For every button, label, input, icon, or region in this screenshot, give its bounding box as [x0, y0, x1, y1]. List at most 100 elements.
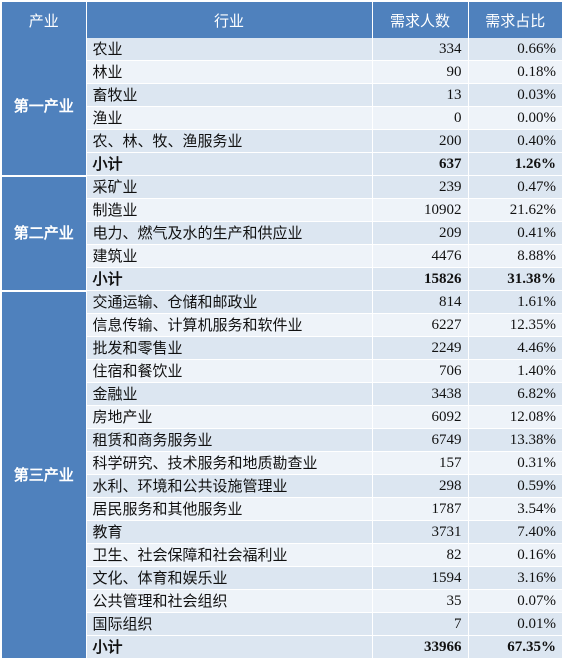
demand-cell: 4476 — [372, 244, 469, 268]
share-cell: 0.31% — [468, 451, 562, 475]
table-row: 住宿和餐饮业 706 1.40% — [2, 359, 562, 383]
subtotal-row: 小计 33966 67.35% — [2, 635, 562, 659]
share-cell: 0.47% — [468, 175, 562, 199]
industry-cell: 农、林、牧、渔服务业 — [86, 129, 373, 153]
industry-cell: 水利、环境和公共设施管理业 — [86, 474, 373, 498]
header-sector: 产业 — [2, 2, 87, 38]
table-body: 第一产业 农业 334 0.66% 林业 90 0.18% 畜牧业 13 0.03% 渔业 0 0.00… — [2, 38, 562, 660]
industry-cell: 农业 — [86, 38, 373, 61]
industry-cell: 科学研究、技术服务和地质勘查业 — [86, 451, 373, 475]
subtotal-share: 31.38% — [468, 267, 562, 291]
share-cell: 0.40% — [468, 129, 562, 153]
share-cell: 21.62% — [468, 198, 562, 222]
demand-cell: 3731 — [372, 520, 469, 544]
industry-cell: 制造业 — [86, 198, 373, 222]
industry-cell: 畜牧业 — [86, 83, 373, 107]
header-demand: 需求人数 — [372, 2, 469, 38]
table-row: 金融业 3438 6.82% — [2, 382, 562, 406]
share-cell: 12.08% — [468, 405, 562, 429]
table-row: 农、林、牧、渔服务业 200 0.40% — [2, 129, 562, 153]
sector-label-secondary: 第二产业 — [2, 175, 87, 292]
subtotal-label: 小计 — [86, 635, 373, 659]
share-cell: 0.59% — [468, 474, 562, 498]
table-row: 公共管理和社会组织 35 0.07% — [2, 589, 562, 613]
industry-cell: 交通运输、仓储和邮政业 — [86, 290, 373, 314]
demand-cell: 1787 — [372, 497, 469, 521]
industry-cell: 渔业 — [86, 106, 373, 130]
share-cell: 0.01% — [468, 612, 562, 636]
demand-cell: 0 — [372, 106, 469, 130]
demand-cell: 90 — [372, 60, 469, 84]
sector-label-tertiary: 第三产业 — [2, 290, 87, 660]
table-row: 电力、燃气及水的生产和供应业 209 0.41% — [2, 221, 562, 245]
table-row: 第一产业 农业 334 0.66% — [2, 38, 562, 177]
table-row: 水利、环境和公共设施管理业 298 0.59% — [2, 474, 562, 498]
demand-cell: 7 — [372, 612, 469, 636]
table-row: 林业 90 0.18% — [2, 60, 562, 84]
industry-cell: 居民服务和其他服务业 — [86, 497, 373, 521]
subtotal-demand: 33966 — [372, 635, 469, 659]
subtotal-row: 小计 15826 31.38% — [2, 267, 562, 291]
table-row: 第二产业 采矿业 239 0.47% — [2, 175, 562, 292]
table-row: 制造业 10902 21.62% — [2, 198, 562, 222]
table-row: 居民服务和其他服务业 1787 3.54% — [2, 497, 562, 521]
demand-cell: 10902 — [372, 198, 469, 222]
table-row: 渔业 0 0.00% — [2, 106, 562, 130]
share-cell: 3.54% — [468, 497, 562, 521]
demand-cell: 209 — [372, 221, 469, 245]
demand-cell: 3438 — [372, 382, 469, 406]
table-header-row: 产业 行业 需求人数 需求占比 — [2, 2, 562, 38]
subtotal-share: 67.35% — [468, 635, 562, 659]
industry-cell: 信息传输、计算机服务和软件业 — [86, 313, 373, 337]
share-cell: 13.38% — [468, 428, 562, 452]
demand-cell: 200 — [372, 129, 469, 153]
share-cell: 0.16% — [468, 543, 562, 567]
demand-cell: 157 — [372, 451, 469, 475]
table-row: 建筑业 4476 8.88% — [2, 244, 562, 268]
table-row: 信息传输、计算机服务和软件业 6227 12.35% — [2, 313, 562, 337]
industry-cell: 租赁和商务服务业 — [86, 428, 373, 452]
table-row: 畜牧业 13 0.03% — [2, 83, 562, 107]
demand-cell: 814 — [372, 290, 469, 314]
subtotal-row: 小计 637 1.26% — [2, 152, 562, 176]
demand-cell: 6227 — [372, 313, 469, 337]
demand-cell: 82 — [372, 543, 469, 567]
subtotal-share: 1.26% — [468, 152, 562, 176]
industry-cell: 国际组织 — [86, 612, 373, 636]
demand-cell: 334 — [372, 38, 469, 61]
share-cell: 3.16% — [468, 566, 562, 590]
industry-cell: 房地产业 — [86, 405, 373, 429]
share-cell: 1.40% — [468, 359, 562, 383]
table-row: 文化、体育和娱乐业 1594 3.16% — [2, 566, 562, 590]
industry-cell: 公共管理和社会组织 — [86, 589, 373, 613]
share-cell: 0.00% — [468, 106, 562, 130]
table-row: 第三产业 交通运输、仓储和邮政业 814 1.61% — [2, 290, 562, 660]
table-row: 租赁和商务服务业 6749 13.38% — [2, 428, 562, 452]
share-cell: 6.82% — [468, 382, 562, 406]
share-cell: 12.35% — [468, 313, 562, 337]
share-cell: 0.07% — [468, 589, 562, 613]
demand-cell: 1594 — [372, 566, 469, 590]
share-cell: 0.03% — [468, 83, 562, 107]
industry-cell: 采矿业 — [86, 175, 373, 199]
subtotal-label: 小计 — [86, 152, 373, 176]
industry-cell: 卫生、社会保障和社会福利业 — [86, 543, 373, 567]
share-cell: 8.88% — [468, 244, 562, 268]
subtotal-demand: 637 — [372, 152, 469, 176]
industry-cell: 林业 — [86, 60, 373, 84]
table-row: 教育 3731 7.40% — [2, 520, 562, 544]
industry-cell: 电力、燃气及水的生产和供应业 — [86, 221, 373, 245]
share-cell: 1.61% — [468, 290, 562, 314]
industry-cell: 建筑业 — [86, 244, 373, 268]
subtotal-demand: 15826 — [372, 267, 469, 291]
industry-cell: 教育 — [86, 520, 373, 544]
table-row: 科学研究、技术服务和地质勘查业 157 0.31% — [2, 451, 562, 475]
subtotal-label: 小计 — [86, 267, 373, 291]
demand-cell: 298 — [372, 474, 469, 498]
share-cell: 0.41% — [468, 221, 562, 245]
industry-cell: 金融业 — [86, 382, 373, 406]
table-row: 国际组织 7 0.01% — [2, 612, 562, 636]
demand-cell: 13 — [372, 83, 469, 107]
table-row: 房地产业 6092 12.08% — [2, 405, 562, 429]
